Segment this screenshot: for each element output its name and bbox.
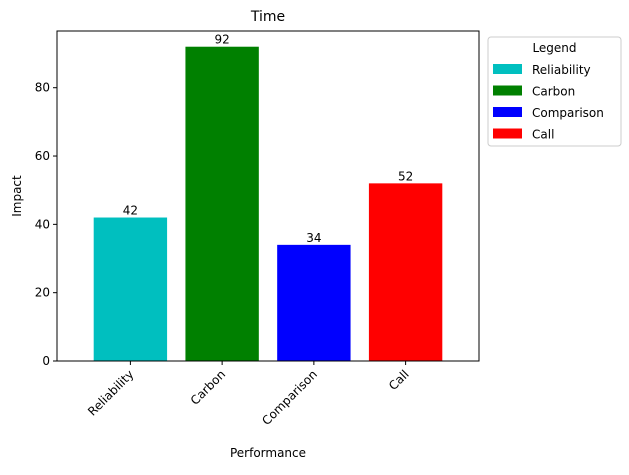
data-label-carbon: 92: [214, 33, 229, 47]
legend: Legend Reliability Carbon Comparison Call: [487, 36, 622, 147]
legend-entry-comparison: Comparison: [532, 106, 604, 120]
x-tick-label-reliability: Reliability: [85, 367, 136, 418]
bar-carbon: [185, 46, 259, 361]
legend-entry-carbon: Carbon: [532, 85, 575, 99]
legend-title: Legend: [532, 41, 576, 55]
x-tick-label-call: Call: [386, 367, 412, 393]
y-tick-label: 40: [35, 217, 50, 231]
legend-swatch-comparison: [493, 107, 522, 117]
legend-swatch-call: [493, 128, 522, 139]
data-labels-layer: 42 92 34 52: [123, 33, 413, 245]
y-axis-label: Impact: [10, 175, 24, 217]
y-tick-label: 80: [35, 81, 50, 95]
legend-swatch-reliability: [493, 64, 522, 74]
x-tick-label-carbon: Carbon: [188, 367, 228, 407]
data-label-comparison: 34: [306, 231, 321, 245]
bar-comparison: [277, 244, 351, 361]
chart-title: Time: [250, 9, 285, 25]
x-tick-label-comparison: Comparison: [259, 367, 320, 428]
data-label-call: 52: [398, 169, 413, 183]
y-tick-label: 60: [35, 149, 50, 163]
bar-reliability: [93, 217, 168, 361]
data-label-reliability: 42: [123, 204, 138, 218]
x-axis-label: Performance: [230, 446, 306, 460]
bars-layer: [93, 46, 443, 361]
y-tick-label: 20: [35, 286, 50, 300]
plot-frame: [56, 30, 480, 362]
y-tick-label: 0: [42, 354, 50, 368]
legend-entry-reliability: Reliability: [532, 63, 591, 77]
legend-swatch-carbon: [493, 85, 522, 96]
legend-entry-call: Call: [532, 128, 554, 142]
bar-call: [368, 183, 443, 361]
